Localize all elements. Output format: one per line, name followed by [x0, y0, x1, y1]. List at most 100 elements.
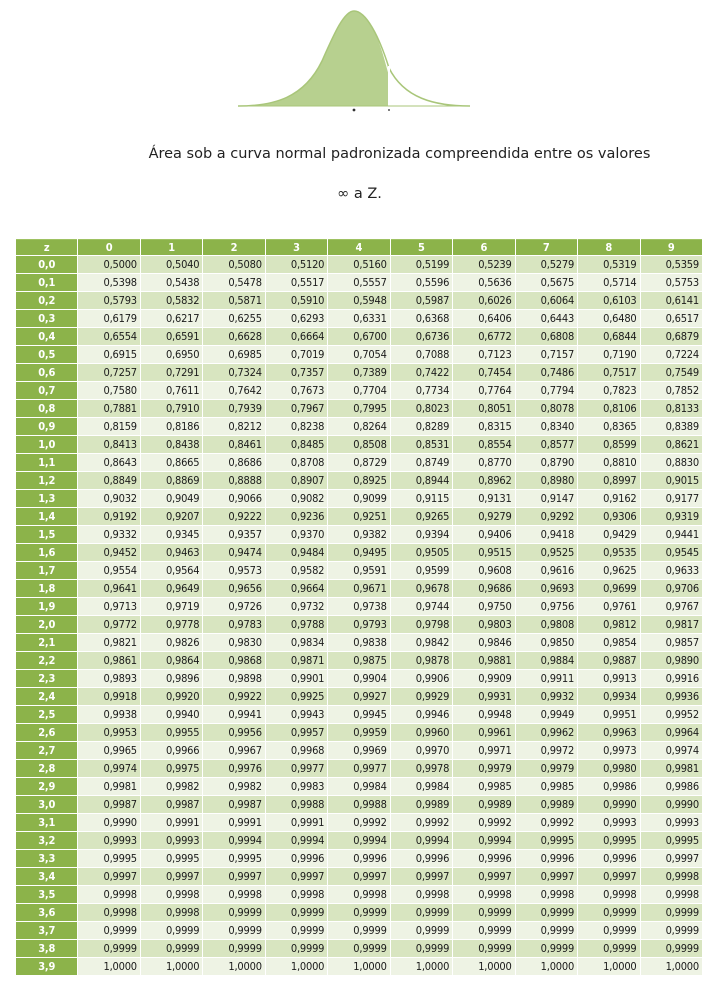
probability-cell: 1,0000 — [640, 958, 702, 975]
probability-cell: 0,9994 — [328, 832, 390, 849]
z-value-cell: 1,1 — [16, 454, 78, 471]
z-value-cell: 3,3 — [16, 850, 78, 867]
probability-cell: 0,9922 — [203, 688, 265, 705]
probability-cell: 0,8997 — [578, 472, 640, 489]
probability-cell: 0,8508 — [328, 436, 390, 453]
probability-cell: 0,5517 — [265, 274, 328, 291]
probability-cell: 0,7190 — [578, 346, 640, 363]
probability-cell: 0,9871 — [265, 652, 328, 669]
probability-cell: 0,9901 — [265, 670, 328, 687]
probability-cell: 0,9177 — [640, 490, 702, 507]
probability-cell: 0,8944 — [390, 472, 453, 489]
probability-cell: 0,8340 — [515, 418, 578, 435]
probability-cell: 1,0000 — [78, 958, 140, 975]
probability-cell: 0,9999 — [578, 904, 640, 921]
z-value-cell: 0,2 — [16, 292, 78, 309]
table-row: 0,6 0,7257 0,7291 0,7324 0,7357 0,7389 0,7422 0… — [16, 364, 702, 381]
probability-cell: 0,9998 — [78, 886, 140, 903]
probability-cell: 0,9988 — [328, 796, 390, 813]
probability-cell: 0,8729 — [328, 454, 390, 471]
probability-cell: 0,9931 — [453, 688, 515, 705]
probability-cell: 0,7549 — [640, 364, 702, 381]
table-row: 0,7 0,7580 0,7611 0,7642 0,7673 0,7704 0,7734 0… — [16, 382, 702, 399]
probability-cell: 0,9994 — [265, 832, 328, 849]
probability-cell: 0,9999 — [453, 904, 515, 921]
z-value-cell: 0,3 — [16, 310, 78, 327]
probability-cell: 0,8770 — [453, 454, 515, 471]
probability-cell: 0,9525 — [515, 544, 578, 561]
probability-cell: 0,9345 — [140, 526, 203, 543]
probability-cell: 0,9884 — [515, 652, 578, 669]
probability-cell: 0,9946 — [390, 706, 453, 723]
probability-cell: 0,8577 — [515, 436, 578, 453]
probability-cell: 0,5000 — [78, 256, 140, 273]
z-column-header: z — [16, 239, 78, 255]
probability-cell: 0,9964 — [640, 724, 702, 741]
probability-cell: 0,7704 — [328, 382, 390, 399]
column-header-4: 4 — [328, 239, 390, 255]
probability-cell: 0,9992 — [453, 814, 515, 831]
probability-cell: 0,8485 — [265, 436, 328, 453]
probability-cell: 0,9706 — [640, 580, 702, 597]
probability-cell: 0,9678 — [390, 580, 453, 597]
probability-cell: 0,6293 — [265, 310, 328, 327]
probability-cell: 0,6915 — [78, 346, 140, 363]
probability-cell: 0,9999 — [515, 922, 578, 939]
probability-cell: 0,9904 — [328, 670, 390, 687]
probability-cell: 0,9998 — [203, 886, 265, 903]
probability-cell: 0,9965 — [78, 742, 140, 759]
probability-cell: 0,9649 — [140, 580, 203, 597]
z-value-cell: 1,4 — [16, 508, 78, 525]
probability-cell: 0,9993 — [578, 814, 640, 831]
probability-cell: 0,5910 — [265, 292, 328, 309]
probability-cell: 0,9599 — [390, 562, 453, 579]
probability-cell: 0,9969 — [328, 742, 390, 759]
probability-cell: 0,5948 — [328, 292, 390, 309]
probability-cell: 0,9441 — [640, 526, 702, 543]
probability-cell: 0,9929 — [390, 688, 453, 705]
probability-cell: 0,6331 — [328, 310, 390, 327]
probability-cell: 0,9943 — [265, 706, 328, 723]
probability-cell: 0,5675 — [515, 274, 578, 291]
probability-cell: 0,9783 — [203, 616, 265, 633]
table-row: 3,6 0,9998 0,9998 0,9999 0,9999 0,9999 0,9999 0… — [16, 904, 702, 921]
probability-cell: 0,5793 — [78, 292, 140, 309]
probability-cell: 0,9998 — [390, 886, 453, 903]
probability-cell: 0,9980 — [578, 760, 640, 777]
z-value-cell: 0,5 — [16, 346, 78, 363]
probability-cell: 0,9906 — [390, 670, 453, 687]
probability-cell: 0,9997 — [265, 868, 328, 885]
table-row: 0,9 0,8159 0,8186 0,8212 0,8238 0,8264 0,8289 0… — [16, 418, 702, 435]
probability-cell: 0,9998 — [140, 904, 203, 921]
table-row: 0,8 0,7881 0,7910 0,7939 0,7967 0,7995 0,8023 0… — [16, 400, 702, 417]
probability-cell: 0,9995 — [640, 832, 702, 849]
probability-cell: 0,7019 — [265, 346, 328, 363]
probability-cell: 1,0000 — [265, 958, 328, 975]
probability-cell: 0,9999 — [140, 922, 203, 939]
probability-cell: 0,9995 — [78, 850, 140, 867]
z-value-cell: 3,2 — [16, 832, 78, 849]
probability-cell: 0,9927 — [328, 688, 390, 705]
probability-cell: 0,5596 — [390, 274, 453, 291]
probability-cell: 0,8708 — [265, 454, 328, 471]
table-row: 0,3 0,6179 0,6217 0,6255 0,6293 0,6331 0,6368 0… — [16, 310, 702, 327]
probability-cell: 0,9998 — [265, 886, 328, 903]
probability-cell: 0,9986 — [578, 778, 640, 795]
probability-cell: 0,7611 — [140, 382, 203, 399]
table-row: 3,7 0,9999 0,9999 0,9999 0,9999 0,9999 0,9999 0… — [16, 922, 702, 939]
z-value-cell: 2,1 — [16, 634, 78, 651]
probability-cell: 0,9990 — [578, 796, 640, 813]
probability-cell: 0,9999 — [78, 940, 140, 957]
probability-cell: 0,9983 — [265, 778, 328, 795]
probability-cell: 0,9099 — [328, 490, 390, 507]
z-value-cell: 2,9 — [16, 778, 78, 795]
probability-cell: 0,9591 — [328, 562, 390, 579]
probability-cell: 0,8212 — [203, 418, 265, 435]
probability-cell: 0,6026 — [453, 292, 515, 309]
probability-cell: 0,8051 — [453, 400, 515, 417]
probability-cell: 0,9997 — [640, 850, 702, 867]
probability-cell: 0,6443 — [515, 310, 578, 327]
z-value-cell: 1,5 — [16, 526, 78, 543]
probability-cell: 0,9987 — [140, 796, 203, 813]
